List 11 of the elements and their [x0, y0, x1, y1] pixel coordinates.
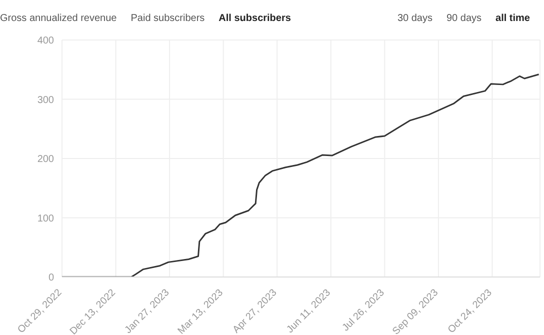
y-tick-label: 200 — [37, 154, 54, 166]
y-tick-label: 0 — [48, 272, 54, 284]
y-tick-label: 300 — [37, 94, 54, 106]
y-tick-label: 400 — [37, 36, 54, 47]
text: 90 days — [446, 12, 482, 24]
text: All subscribers — [218, 12, 291, 24]
text: Gross annualized revenue — [0, 12, 117, 24]
y-tick-label: 100 — [37, 213, 54, 224]
text: all time — [496, 12, 530, 24]
text: Paid subscribers — [130, 12, 205, 24]
text: 30 days — [397, 12, 432, 24]
